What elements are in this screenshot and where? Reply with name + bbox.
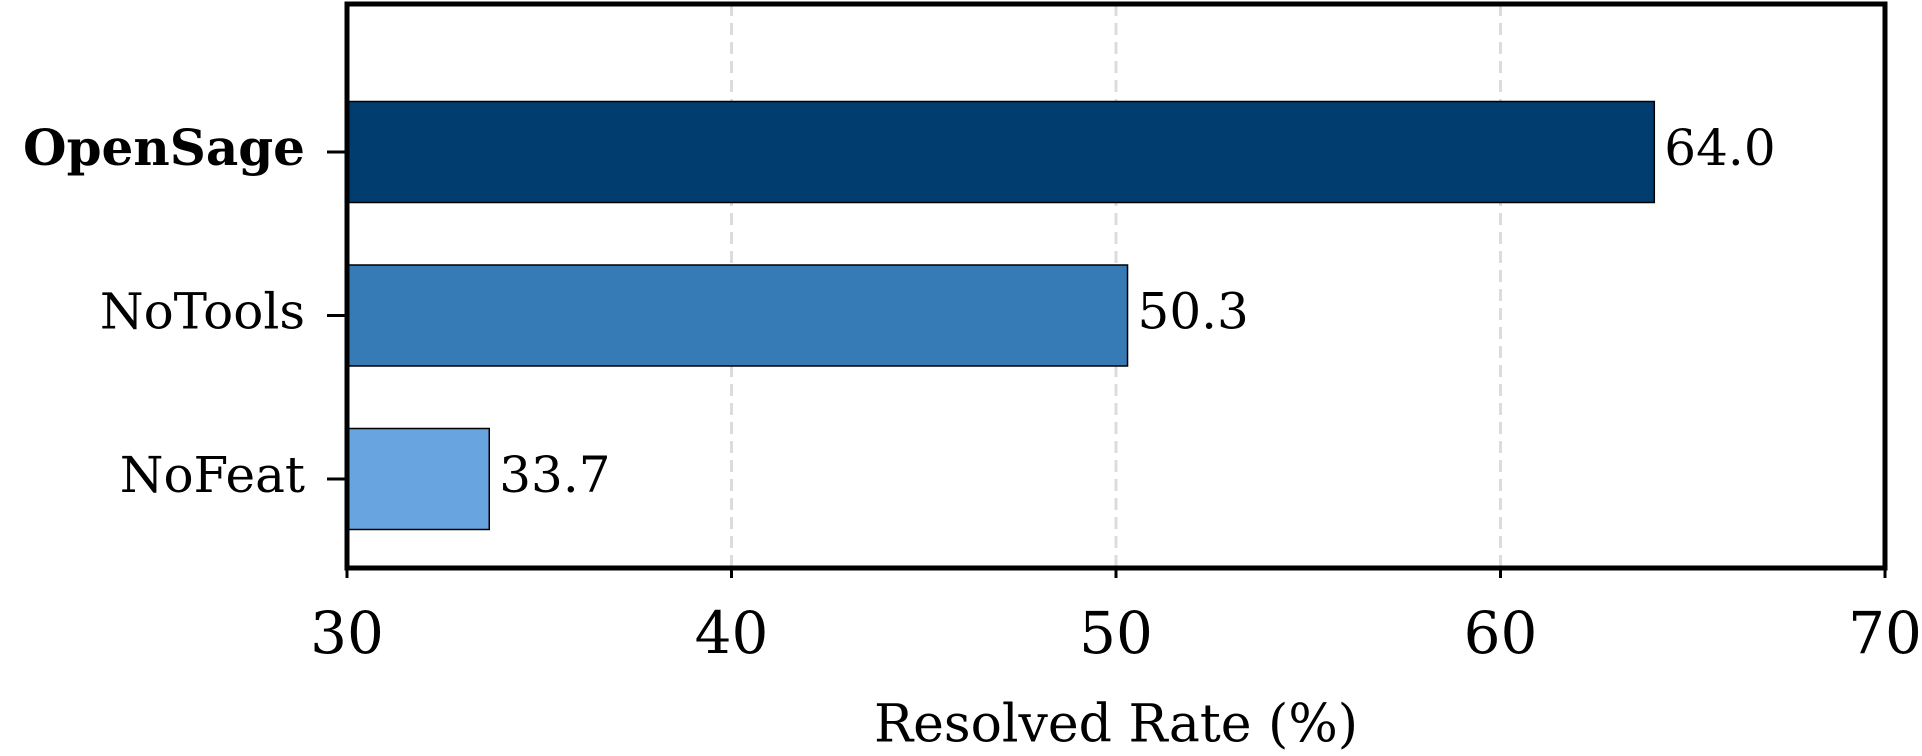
plot-frame xyxy=(344,1,1888,571)
y-tick-label: OpenSage xyxy=(23,118,305,177)
y-tick-label: NoTools xyxy=(100,283,305,341)
x-axis-label: Resolved Rate (%) xyxy=(874,695,1358,755)
x-tick-label: 30 xyxy=(310,599,384,667)
value-label: 64.0 xyxy=(1664,119,1775,177)
value-label: 33.7 xyxy=(499,446,610,504)
x-tick-label: 40 xyxy=(695,599,769,667)
x-tick-label: 70 xyxy=(1848,599,1922,667)
y-tick-label: NoFeat xyxy=(120,446,305,504)
x-tick-label: 60 xyxy=(1464,599,1538,667)
x-tick-label: 50 xyxy=(1079,599,1153,667)
bar xyxy=(346,100,1656,204)
value-label: 50.3 xyxy=(1138,283,1249,341)
bar xyxy=(346,427,491,531)
bar xyxy=(346,264,1129,367)
